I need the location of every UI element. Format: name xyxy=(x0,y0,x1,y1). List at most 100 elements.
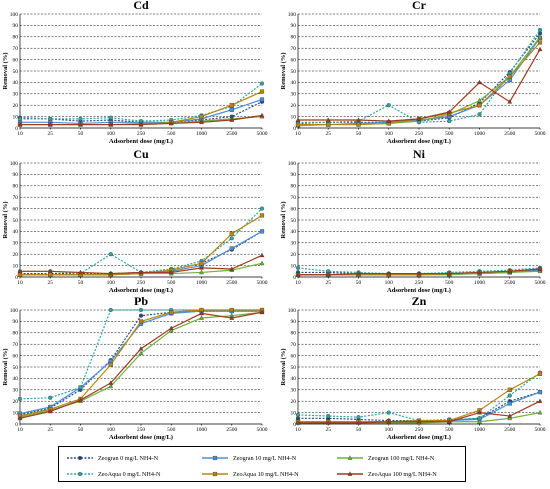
data-point xyxy=(78,121,83,127)
data-point xyxy=(168,120,174,126)
y-tick-label: 20 xyxy=(13,252,19,258)
data-point xyxy=(259,252,265,258)
x-tick-label: 250 xyxy=(415,427,424,433)
series-zeogran-100-mg-l-nh4-n xyxy=(17,309,265,419)
y-tick-label: 70 xyxy=(13,195,19,201)
x-tick-label: 25 xyxy=(326,280,332,286)
y-tick-label: 20 xyxy=(291,103,297,109)
series-zeoaqua-100-mg-l-nh4-n xyxy=(295,266,543,277)
data-point xyxy=(48,272,53,277)
data-point xyxy=(326,413,331,419)
x-tick-label: 50 xyxy=(356,427,362,433)
y-axis-label: Removal (%) xyxy=(2,348,9,385)
y-tick-label: 90 xyxy=(13,319,19,325)
data-point xyxy=(386,410,391,415)
x-tick-label: 2500 xyxy=(504,427,515,433)
y-tick-label: 60 xyxy=(13,206,19,212)
legend-item-zeoaqua-10-mg-l-nh4-n: ZeoAqua 10 mg/L NH4-N xyxy=(202,471,299,478)
panel-title-pb: Pb xyxy=(134,294,148,308)
y-axis-label: Removal (%) xyxy=(280,201,287,238)
y-tick-label: 70 xyxy=(13,46,19,52)
legend-swatch-marker xyxy=(347,455,353,460)
x-tick-label: 1000 xyxy=(474,427,485,433)
y-tick-label: 100 xyxy=(288,308,297,314)
x-tick-label: 25 xyxy=(48,131,54,137)
data-point xyxy=(295,416,301,421)
y-tick-label: 10 xyxy=(291,263,297,269)
y-tick-label: 80 xyxy=(291,35,297,41)
data-point xyxy=(229,246,234,251)
legend-item-zeogran-0-mg-l-nh4-n: Zeogran 0 mg/L NH4-N xyxy=(67,455,159,462)
legend-label: ZeoAqua 0 mg/L NH4-N xyxy=(98,471,161,478)
y-tick-label: 60 xyxy=(291,57,297,63)
x-tick-label: 500 xyxy=(167,280,176,286)
data-point xyxy=(259,229,265,234)
y-tick-label: 70 xyxy=(13,342,19,348)
data-point xyxy=(108,121,114,127)
data-point xyxy=(295,117,301,122)
y-tick-label: 60 xyxy=(13,353,19,359)
x-tick-label: 1000 xyxy=(474,280,485,286)
y-tick-label: 60 xyxy=(291,206,297,212)
y-tick-label: 40 xyxy=(13,80,19,86)
series-zeogran-0-mg-l-nh4-n xyxy=(295,31,543,126)
x-tick-label: 50 xyxy=(78,280,84,286)
data-point xyxy=(229,266,235,271)
legend-label: Zeogran 10 mg/L NH4-N xyxy=(233,455,297,462)
data-point xyxy=(326,122,331,127)
series-line xyxy=(298,391,541,423)
x-tick-label: 50 xyxy=(78,131,84,137)
data-point xyxy=(325,420,331,425)
y-tick-label: 0 xyxy=(15,275,18,281)
y-axis-label: Removal (%) xyxy=(280,348,287,385)
x-tick-label: 100 xyxy=(107,427,116,433)
y-tick-label: 20 xyxy=(291,399,297,405)
data-point xyxy=(229,236,234,241)
data-point xyxy=(537,398,543,403)
y-tick-label: 0 xyxy=(293,422,296,428)
y-tick-label: 90 xyxy=(291,172,297,178)
data-point xyxy=(507,268,513,274)
data-point xyxy=(138,269,144,275)
data-point xyxy=(199,261,204,266)
legend-swatch-marker xyxy=(347,471,353,476)
y-tick-label: 30 xyxy=(291,388,297,394)
y-tick-label: 100 xyxy=(288,161,297,167)
data-point xyxy=(229,103,234,108)
series-zeoaqua-100-mg-l-nh4-n xyxy=(295,46,543,123)
series-line xyxy=(20,208,263,275)
x-tick-label: 1000 xyxy=(196,280,207,286)
y-tick-label: 50 xyxy=(13,365,19,371)
data-point xyxy=(108,252,113,257)
series-zeoaqua-100-mg-l-nh4-n xyxy=(295,398,543,425)
x-tick-label: 250 xyxy=(415,131,424,137)
x-tick-label: 2500 xyxy=(504,131,515,137)
data-point xyxy=(108,383,114,389)
data-point xyxy=(78,385,83,390)
data-point xyxy=(229,231,234,236)
data-point xyxy=(259,206,265,211)
y-tick-label: 40 xyxy=(291,376,297,382)
data-point xyxy=(17,268,23,274)
series-zeoaqua-10-mg-l-nh4-n xyxy=(17,213,265,277)
x-tick-label: 5000 xyxy=(535,427,546,433)
x-tick-label: 2500 xyxy=(226,427,237,433)
data-point xyxy=(477,409,482,415)
data-point xyxy=(507,74,512,79)
series-line xyxy=(298,391,541,422)
series-line xyxy=(297,33,541,125)
data-point xyxy=(447,119,452,124)
data-point xyxy=(416,120,422,125)
y-tick-label: 40 xyxy=(291,80,297,86)
y-tick-label: 50 xyxy=(13,218,19,224)
y-tick-label: 0 xyxy=(15,422,18,428)
data-point xyxy=(138,346,144,351)
series-line xyxy=(19,310,262,415)
series-zeogran-10-mg-l-nh4-n xyxy=(17,229,265,277)
legend-label: Zeogran 100 mg/L NH4-N xyxy=(368,455,435,462)
data-point xyxy=(386,270,392,276)
data-point xyxy=(537,34,543,39)
series-line xyxy=(298,373,541,423)
